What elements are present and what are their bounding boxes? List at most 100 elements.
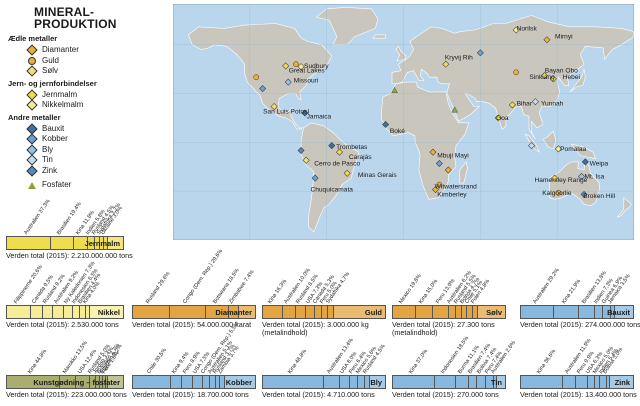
chart-name: Jernmalm — [84, 239, 120, 248]
share-segment — [7, 237, 51, 249]
other-segment — [478, 306, 505, 318]
total-text: Verden total (2015): 3.000.000 kg — [262, 320, 369, 329]
title-line-1: MINERAL- — [34, 5, 95, 19]
share-segment — [75, 376, 91, 388]
chart-name: Sølv — [486, 308, 502, 317]
share-label: Kina 44,8% — [27, 348, 49, 375]
chart-name: Bly — [370, 378, 382, 387]
greenland-landmass — [315, 6, 379, 45]
other-segment — [90, 306, 123, 318]
share-segment — [263, 306, 284, 318]
chart-total: Verden total (2015): 54.000.000 karat — [132, 321, 251, 329]
share-segment — [170, 376, 183, 388]
share-bar: Diamanter — [132, 305, 256, 319]
mine-triangle-icon — [391, 86, 398, 93]
share-segment — [283, 306, 296, 318]
share-segment — [321, 306, 328, 318]
legend-heading: Andre metaller — [8, 112, 61, 122]
share-label: Australien 29,2% — [531, 267, 561, 305]
legend-item: Sølv — [8, 65, 173, 77]
share-segment — [73, 237, 88, 249]
place-label: Sudbury — [304, 63, 329, 70]
share-segment — [432, 306, 449, 318]
legend-item: Tin — [8, 154, 173, 166]
new-guinea-landmass — [570, 143, 597, 159]
place-label: Kryvij Rih — [445, 55, 473, 62]
mine-diamond-icon — [508, 101, 516, 109]
share-segment — [576, 376, 588, 388]
share-segment — [579, 306, 595, 318]
share-segment — [53, 306, 65, 318]
share-segment — [104, 237, 108, 249]
chart-8: Kina 48,8% Australien 13,4% USA 8,0% Peru 6… — [262, 335, 386, 405]
chart-total: Verden total (2015): 270.000 tons — [392, 391, 499, 399]
total-text: Verden total (2015): 223.000.000 tons — [6, 390, 127, 399]
share-segment — [600, 376, 607, 388]
mine-diamond-icon — [494, 114, 502, 122]
place-label: Trombetas — [336, 144, 368, 151]
place-label: Missouri — [294, 77, 319, 84]
share-segment — [295, 306, 307, 318]
share-label: Kina 37,0% — [408, 348, 430, 375]
mine-diamond-icon — [311, 174, 319, 182]
share-segment — [206, 306, 230, 318]
other-segment — [108, 376, 123, 388]
mine-circle-icon — [555, 189, 562, 196]
legend-label: Fosfater — [42, 180, 72, 190]
share-segment — [94, 237, 100, 249]
share-label: Kina 36,6% — [535, 348, 558, 375]
place-label: Yunnah — [541, 100, 564, 107]
mine-diamond-icon — [512, 26, 520, 34]
mine-diamond-icon — [554, 145, 562, 153]
place-label: Hebei — [563, 74, 581, 81]
share-segment — [393, 376, 436, 388]
mine-diamond-icon — [302, 156, 310, 164]
share-segment — [467, 306, 473, 318]
share-segment — [85, 306, 91, 318]
total-text: Verden total (2015): 18.700.000 tons — [132, 390, 249, 399]
mine-diamond-icon — [343, 169, 351, 177]
legend-label: Zink — [42, 165, 58, 175]
share-segment — [340, 376, 351, 388]
chart-total: Verden total (2015): 13.400.000 tons — [520, 391, 637, 399]
chart-10: Kina 36,6% Australien 11,9% Peru 9,9% USA 6… — [520, 335, 637, 405]
chart-total: Verden total (2015): 223.000.000 tons — [6, 391, 127, 399]
diamond-symbol-icon — [26, 44, 38, 56]
legend-label: Bly — [42, 144, 54, 154]
chart-total: Verden total (2015): 4.710.000 tons — [262, 391, 375, 399]
mine-diamond-icon — [551, 174, 559, 182]
borneo-landmass — [542, 130, 557, 150]
diamond-symbol-icon — [26, 165, 38, 177]
chart-0: Australien 37,3% Brasilien 19,4% Kina 11,8… — [6, 196, 133, 266]
share-segment — [133, 306, 170, 318]
chart-name: Kobber — [225, 378, 252, 387]
legend-item: Bly — [8, 144, 173, 156]
total-text: Verden total (2015): 2.530.000 tons — [6, 320, 119, 329]
mine-symbols — [253, 26, 589, 198]
legend-item: Bauxit — [8, 123, 173, 135]
diamond-symbol-icon — [26, 133, 38, 145]
place-label: Mbuji Mayi — [437, 152, 469, 159]
legend-item: Zink — [8, 165, 173, 177]
chart-4: Mexico 19,8% Kina 15,0% Peru 13,9% Australi… — [392, 265, 506, 337]
share-segment — [193, 376, 203, 388]
legend-label: Sølv — [42, 66, 58, 76]
share-segment — [562, 376, 577, 388]
share-segment — [364, 376, 371, 388]
other-segment — [238, 306, 255, 318]
mine-diamond-icon — [444, 166, 452, 174]
place-label: Mt. Isa — [584, 174, 604, 181]
share-bar: Bauxit — [520, 305, 634, 319]
share-segment — [521, 376, 563, 388]
place-label: Witwatersrand — [435, 183, 477, 190]
share-segment — [448, 306, 456, 318]
share-segment — [587, 376, 595, 388]
map-title: MINERAL- PRODUKTION — [34, 6, 117, 30]
mine-diamond-icon — [540, 72, 548, 80]
place-label: Sinkiang — [529, 74, 555, 81]
place-label: Great Lakes — [289, 68, 326, 75]
place-label: Carajás — [349, 154, 372, 161]
chart-name: Nikkel — [97, 308, 120, 317]
